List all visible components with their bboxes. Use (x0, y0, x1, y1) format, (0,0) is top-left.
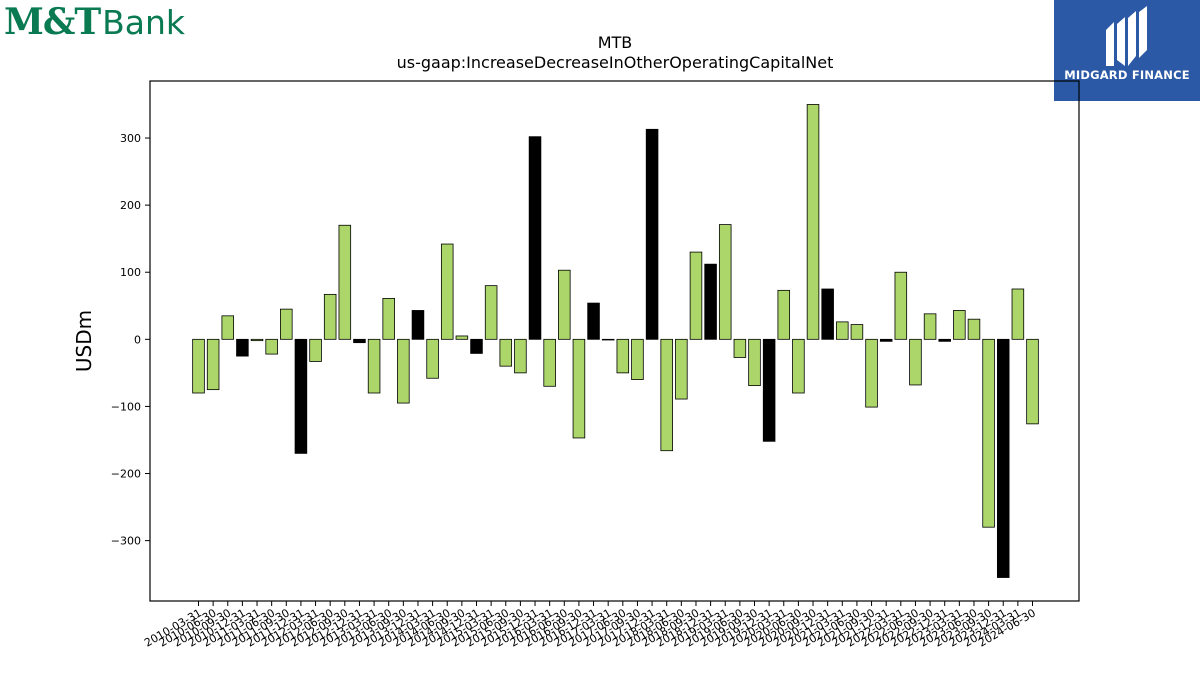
bar (748, 338, 761, 387)
bar (777, 289, 791, 340)
bar (367, 338, 381, 394)
bar (996, 338, 1010, 578)
bar (675, 338, 688, 400)
bar (967, 318, 981, 340)
bar (865, 338, 878, 408)
bar (894, 271, 908, 340)
bar (543, 338, 556, 387)
bar (265, 338, 278, 355)
bar (397, 338, 410, 404)
bar (558, 269, 571, 340)
bar (338, 224, 352, 340)
bar (382, 297, 395, 340)
bar (689, 251, 703, 340)
bar (733, 338, 747, 358)
y-tick-label: −100 (111, 400, 141, 413)
bar (572, 338, 586, 439)
plot-area-frame (149, 80, 1080, 602)
bar (616, 338, 630, 374)
bar (206, 338, 220, 391)
bar (514, 338, 527, 374)
bar (821, 288, 834, 340)
y-tick-label: 300 (120, 132, 141, 145)
bar (631, 338, 644, 380)
x-axis: 2010-03-312010-06-302010-09-302010-12-31… (142, 601, 1038, 650)
bar (923, 313, 937, 340)
mt-bank-logo-brand: M&T (4, 1, 101, 43)
bar-series (192, 104, 1039, 578)
y-tick-label: 200 (120, 199, 141, 212)
y-tick-label: −300 (111, 535, 141, 548)
bar (499, 338, 513, 367)
bar (718, 224, 732, 340)
bar (192, 338, 205, 394)
bar (250, 338, 264, 342)
y-tick-label: 100 (120, 266, 141, 279)
bar (236, 338, 249, 357)
midgard-finance-logo-text: MIDGARD FINANCE (1064, 68, 1190, 82)
bar (1011, 288, 1025, 340)
bar (850, 324, 864, 340)
mt-bank-logo: M&TBank (4, 2, 185, 42)
bar (601, 338, 615, 341)
bar (762, 338, 776, 442)
bar (645, 128, 659, 340)
bar (484, 285, 498, 340)
bar (836, 321, 849, 340)
y-axis-label: USDm (72, 310, 96, 372)
bar (280, 308, 293, 340)
bar (528, 136, 542, 340)
bar (470, 338, 483, 354)
bar (704, 263, 717, 340)
bar (587, 302, 600, 340)
y-tick-label: −200 (111, 468, 141, 481)
bar (455, 335, 469, 340)
bar (982, 338, 995, 528)
bar (221, 315, 235, 340)
bar (440, 243, 454, 340)
chart-title: MTB (598, 33, 633, 52)
bar (426, 338, 439, 379)
bar (792, 338, 805, 394)
midgard-finance-emblem-icon (1106, 6, 1147, 66)
bar (660, 338, 673, 452)
chart-subtitle: us-gaap:IncreaseDecreaseInOtherOperating… (397, 53, 834, 72)
mt-bank-logo-word: Bank (102, 3, 186, 42)
bar (323, 293, 337, 340)
y-axis: −300 −200 −100 0 100 200 300 (111, 132, 150, 548)
bar (294, 338, 308, 454)
bar (806, 104, 820, 340)
bar (879, 338, 893, 342)
bar (938, 338, 951, 342)
y-tick-label: 0 (134, 333, 141, 346)
bar (953, 310, 966, 340)
bar (353, 338, 366, 344)
bar (411, 310, 425, 340)
bar (1026, 338, 1039, 425)
bar (309, 338, 322, 362)
midgard-finance-logo: MIDGARD FINANCE (1054, 0, 1200, 101)
bar (909, 338, 922, 386)
